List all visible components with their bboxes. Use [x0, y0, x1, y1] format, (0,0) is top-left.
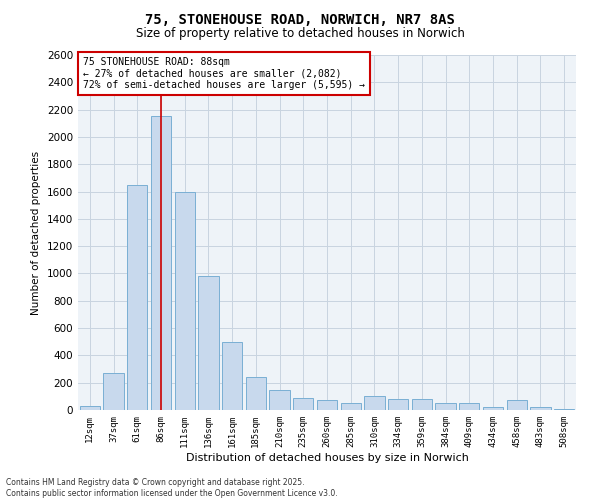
Bar: [293, 398, 313, 410]
Bar: [175, 192, 195, 410]
Text: 75 STONEHOUSE ROAD: 88sqm
← 27% of detached houses are smaller (2,082)
72% of se: 75 STONEHOUSE ROAD: 88sqm ← 27% of detac…: [83, 57, 365, 90]
Bar: [530, 408, 551, 410]
Bar: [412, 399, 432, 410]
Y-axis label: Number of detached properties: Number of detached properties: [31, 150, 41, 314]
Bar: [483, 408, 503, 410]
Bar: [199, 276, 218, 410]
Bar: [127, 184, 148, 410]
Bar: [364, 396, 385, 410]
Text: 75, STONEHOUSE ROAD, NORWICH, NR7 8AS: 75, STONEHOUSE ROAD, NORWICH, NR7 8AS: [145, 12, 455, 26]
Bar: [103, 373, 124, 410]
Bar: [554, 408, 574, 410]
Bar: [80, 406, 100, 410]
Bar: [436, 403, 455, 410]
Bar: [341, 403, 361, 410]
Bar: [222, 342, 242, 410]
Bar: [269, 390, 290, 410]
Bar: [459, 403, 479, 410]
Bar: [388, 399, 408, 410]
Text: Contains HM Land Registry data © Crown copyright and database right 2025.
Contai: Contains HM Land Registry data © Crown c…: [6, 478, 338, 498]
Bar: [151, 116, 171, 410]
Bar: [246, 377, 266, 410]
X-axis label: Distribution of detached houses by size in Norwich: Distribution of detached houses by size …: [185, 452, 469, 462]
Bar: [506, 400, 527, 410]
Bar: [317, 400, 337, 410]
Text: Size of property relative to detached houses in Norwich: Size of property relative to detached ho…: [136, 28, 464, 40]
